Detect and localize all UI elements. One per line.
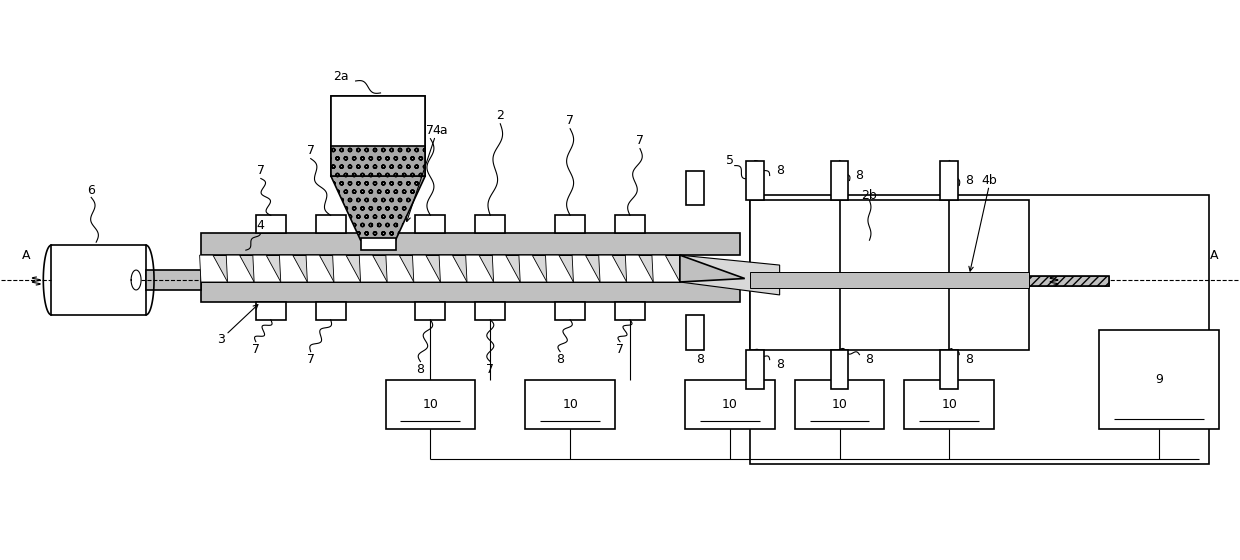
Text: 2b: 2b bbox=[862, 189, 878, 202]
Text: 7: 7 bbox=[252, 343, 260, 356]
Bar bbox=[415, 302, 445, 320]
Text: 8: 8 bbox=[776, 358, 784, 371]
Polygon shape bbox=[680, 255, 745, 282]
Text: 7: 7 bbox=[306, 353, 315, 366]
Polygon shape bbox=[386, 255, 414, 282]
Text: 4b: 4b bbox=[981, 174, 997, 187]
Text: 9: 9 bbox=[1154, 373, 1163, 386]
Bar bbox=[331, 146, 425, 175]
Bar bbox=[1099, 330, 1219, 430]
Bar bbox=[745, 349, 764, 389]
Bar bbox=[556, 216, 585, 233]
Bar bbox=[904, 380, 994, 430]
Polygon shape bbox=[572, 255, 600, 282]
Polygon shape bbox=[439, 255, 467, 282]
Bar bbox=[475, 302, 505, 320]
Bar bbox=[750, 195, 1209, 464]
Text: 7: 7 bbox=[257, 164, 265, 177]
Text: 2a: 2a bbox=[332, 69, 348, 82]
Polygon shape bbox=[680, 255, 780, 295]
Polygon shape bbox=[332, 255, 361, 282]
Bar bbox=[475, 216, 505, 233]
Text: 3: 3 bbox=[217, 333, 224, 346]
Polygon shape bbox=[360, 255, 387, 282]
Polygon shape bbox=[200, 255, 228, 282]
Text: 8: 8 bbox=[856, 169, 863, 182]
Text: 8: 8 bbox=[776, 164, 784, 177]
Bar bbox=[1029, 276, 1109, 286]
Bar bbox=[684, 380, 775, 430]
Bar bbox=[255, 302, 285, 320]
Bar bbox=[386, 380, 475, 430]
Bar bbox=[331, 96, 425, 175]
Text: 7: 7 bbox=[616, 343, 624, 356]
Text: 2: 2 bbox=[496, 109, 505, 122]
Text: 10: 10 bbox=[832, 398, 847, 411]
Text: 10: 10 bbox=[722, 398, 738, 411]
Text: 4: 4 bbox=[257, 219, 265, 232]
Text: 7: 7 bbox=[486, 363, 495, 376]
Bar bbox=[831, 161, 848, 200]
Bar bbox=[361, 238, 396, 250]
Bar bbox=[615, 216, 645, 233]
Polygon shape bbox=[625, 255, 653, 282]
Bar bbox=[686, 171, 704, 206]
Bar bbox=[526, 380, 615, 430]
Bar bbox=[940, 161, 959, 200]
Text: 8: 8 bbox=[696, 353, 704, 366]
Text: 8: 8 bbox=[696, 184, 704, 197]
Polygon shape bbox=[546, 255, 573, 282]
Bar bbox=[201, 280, 740, 302]
Text: 5: 5 bbox=[725, 154, 734, 167]
Text: 4a: 4a bbox=[433, 124, 448, 137]
Text: 8: 8 bbox=[556, 353, 564, 366]
Text: 8: 8 bbox=[965, 353, 973, 366]
Text: 7: 7 bbox=[306, 144, 315, 157]
Polygon shape bbox=[466, 255, 494, 282]
Polygon shape bbox=[331, 175, 425, 240]
Text: 10: 10 bbox=[941, 398, 957, 411]
Text: 8: 8 bbox=[866, 353, 873, 366]
Text: 7: 7 bbox=[636, 134, 644, 147]
Bar bbox=[686, 315, 704, 349]
Text: 8: 8 bbox=[965, 174, 973, 187]
Polygon shape bbox=[599, 255, 626, 282]
Bar bbox=[750, 272, 1029, 288]
Bar bbox=[940, 349, 959, 389]
Bar bbox=[331, 96, 425, 175]
Polygon shape bbox=[279, 255, 308, 282]
Polygon shape bbox=[492, 255, 521, 282]
Bar bbox=[316, 302, 346, 320]
Bar bbox=[316, 216, 346, 233]
Polygon shape bbox=[253, 255, 280, 282]
Bar bbox=[415, 216, 445, 233]
Text: A: A bbox=[1209, 249, 1218, 262]
Bar bbox=[831, 349, 848, 389]
Bar bbox=[745, 161, 764, 200]
Bar bbox=[1029, 276, 1109, 286]
Text: 7: 7 bbox=[427, 124, 434, 137]
Polygon shape bbox=[306, 255, 334, 282]
Polygon shape bbox=[680, 255, 745, 282]
Bar bbox=[750, 200, 1029, 349]
Text: 6: 6 bbox=[87, 184, 95, 197]
Bar bbox=[146, 270, 201, 290]
Text: 8: 8 bbox=[417, 363, 424, 376]
Polygon shape bbox=[413, 255, 440, 282]
Bar bbox=[201, 255, 680, 282]
Bar bbox=[556, 302, 585, 320]
Polygon shape bbox=[226, 255, 254, 282]
Text: 10: 10 bbox=[562, 398, 578, 411]
Bar bbox=[255, 216, 285, 233]
Polygon shape bbox=[518, 255, 547, 282]
Text: A: A bbox=[22, 249, 31, 262]
Text: 7: 7 bbox=[567, 114, 574, 127]
Text: 10: 10 bbox=[423, 398, 439, 411]
Bar bbox=[201, 233, 740, 255]
Bar bbox=[795, 380, 884, 430]
Bar bbox=[51, 245, 146, 315]
Bar bbox=[615, 302, 645, 320]
Polygon shape bbox=[652, 255, 680, 282]
